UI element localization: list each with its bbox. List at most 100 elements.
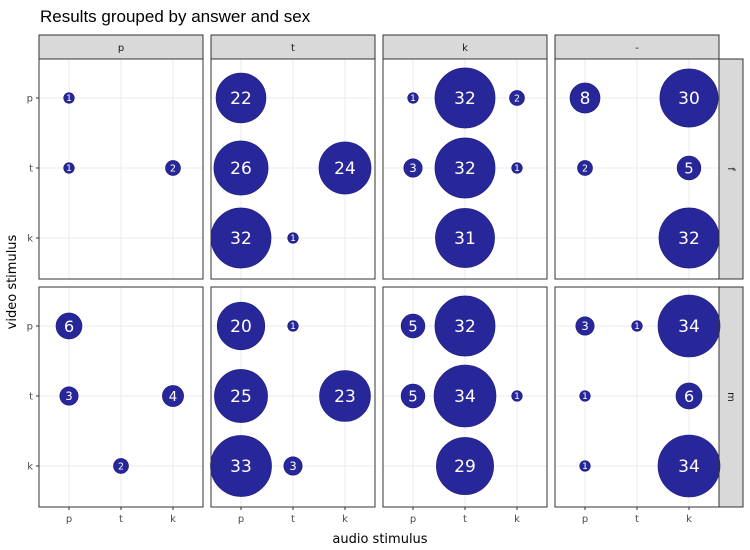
- data-label: 2: [582, 163, 588, 174]
- data-bubble: [676, 155, 702, 181]
- data-label: 32: [454, 317, 476, 337]
- data-label: 2: [170, 163, 176, 174]
- x-tick-label: t: [291, 514, 295, 525]
- data-label: 22: [230, 89, 252, 109]
- data-label: 3: [289, 459, 296, 473]
- data-label: 34: [454, 387, 476, 407]
- data-label: 6: [64, 317, 74, 336]
- data-bubble: [214, 369, 268, 423]
- data-bubble: [659, 68, 719, 128]
- data-label: 5: [408, 387, 417, 405]
- data-label: 1: [290, 234, 296, 244]
- y-tick-label: k: [27, 462, 33, 473]
- facet-strip-label: f: [725, 167, 736, 171]
- x-tick-label: p: [66, 514, 72, 525]
- data-label: 32: [454, 89, 476, 109]
- x-tick-label: p: [238, 514, 244, 525]
- data-label: 1: [66, 164, 72, 174]
- facet-strip-col: [210, 34, 376, 60]
- data-bubble: [631, 320, 643, 332]
- data-label: 1: [582, 462, 588, 472]
- data-bubble: [407, 92, 419, 104]
- data-bubble: [511, 390, 523, 402]
- data-label: 23: [334, 387, 356, 407]
- facet-strip-row: [718, 58, 744, 280]
- data-bubble: [318, 141, 372, 195]
- facet-strip-label: t: [291, 43, 295, 54]
- data-bubble: [162, 385, 184, 407]
- x-tick-label: t: [635, 514, 639, 525]
- data-bubble: [569, 82, 601, 114]
- data-bubble: [59, 386, 79, 406]
- y-tick-label: p: [27, 94, 33, 105]
- data-label: 32: [678, 229, 700, 249]
- data-label: 5: [684, 159, 693, 177]
- data-label: 1: [582, 392, 588, 402]
- panel-border: [382, 58, 548, 280]
- y-axis-title: video stimulus: [5, 234, 20, 329]
- data-bubble: [215, 72, 267, 124]
- x-tick-label: k: [514, 514, 520, 525]
- data-bubble: [436, 437, 494, 495]
- facet-strip-col: [554, 34, 720, 60]
- data-bubble: [675, 382, 703, 410]
- data-label: 1: [290, 322, 296, 332]
- data-label: 34: [678, 457, 700, 477]
- data-label: 5: [408, 317, 417, 335]
- x-tick-label: k: [170, 514, 176, 525]
- y-tick-label: k: [27, 234, 33, 245]
- facet-strip-label: k: [462, 43, 468, 54]
- data-bubble: [509, 90, 525, 106]
- data-label: 34: [678, 317, 700, 337]
- x-tick-label: p: [582, 514, 588, 525]
- data-bubble: [433, 364, 497, 428]
- y-tick-label: t: [29, 392, 33, 403]
- data-bubble: [579, 390, 591, 402]
- data-label: 31: [454, 229, 476, 249]
- x-axis-title: audio stimulus: [332, 532, 427, 547]
- data-label: 33: [230, 457, 252, 477]
- data-label: 1: [410, 94, 416, 104]
- data-bubble: [287, 232, 299, 244]
- data-label: 20: [230, 317, 252, 337]
- data-label: 3: [65, 389, 72, 403]
- data-label: 3: [409, 161, 416, 175]
- chart-title: Results grouped by answer and sex: [40, 7, 311, 26]
- data-label: 1: [514, 164, 520, 174]
- facet-strip-label: -: [635, 43, 639, 54]
- data-label: 4: [169, 390, 177, 405]
- x-tick-label: k: [686, 514, 692, 525]
- panel-border: [210, 58, 376, 280]
- data-label: 25: [230, 387, 252, 407]
- data-bubble: [434, 137, 496, 199]
- data-label: 30: [678, 89, 700, 109]
- data-bubble: [113, 458, 129, 474]
- x-tick-label: t: [463, 514, 467, 525]
- y-tick-label: p: [27, 322, 33, 333]
- y-tick-label: t: [29, 164, 33, 175]
- data-label: 32: [230, 229, 252, 249]
- data-label: 3: [581, 319, 588, 333]
- data-bubble: [55, 312, 83, 340]
- panel-border: [554, 58, 720, 280]
- data-bubble: [400, 383, 426, 409]
- data-label: 29: [454, 457, 476, 477]
- data-bubble: [435, 208, 495, 268]
- data-label: 1: [66, 94, 72, 104]
- data-bubble: [575, 316, 595, 336]
- data-label: 26: [230, 159, 252, 179]
- data-bubble: [511, 162, 523, 174]
- data-bubble: [216, 301, 266, 351]
- data-bubble: [403, 158, 423, 178]
- data-label: 24: [334, 159, 356, 179]
- x-tick-label: t: [119, 514, 123, 525]
- data-bubble: [165, 160, 181, 176]
- x-tick-label: p: [410, 514, 416, 525]
- data-bubble: [434, 295, 496, 357]
- data-bubble: [283, 456, 303, 476]
- data-bubble: [657, 434, 721, 498]
- data-label: 1: [634, 322, 640, 332]
- data-label: 32: [454, 159, 476, 179]
